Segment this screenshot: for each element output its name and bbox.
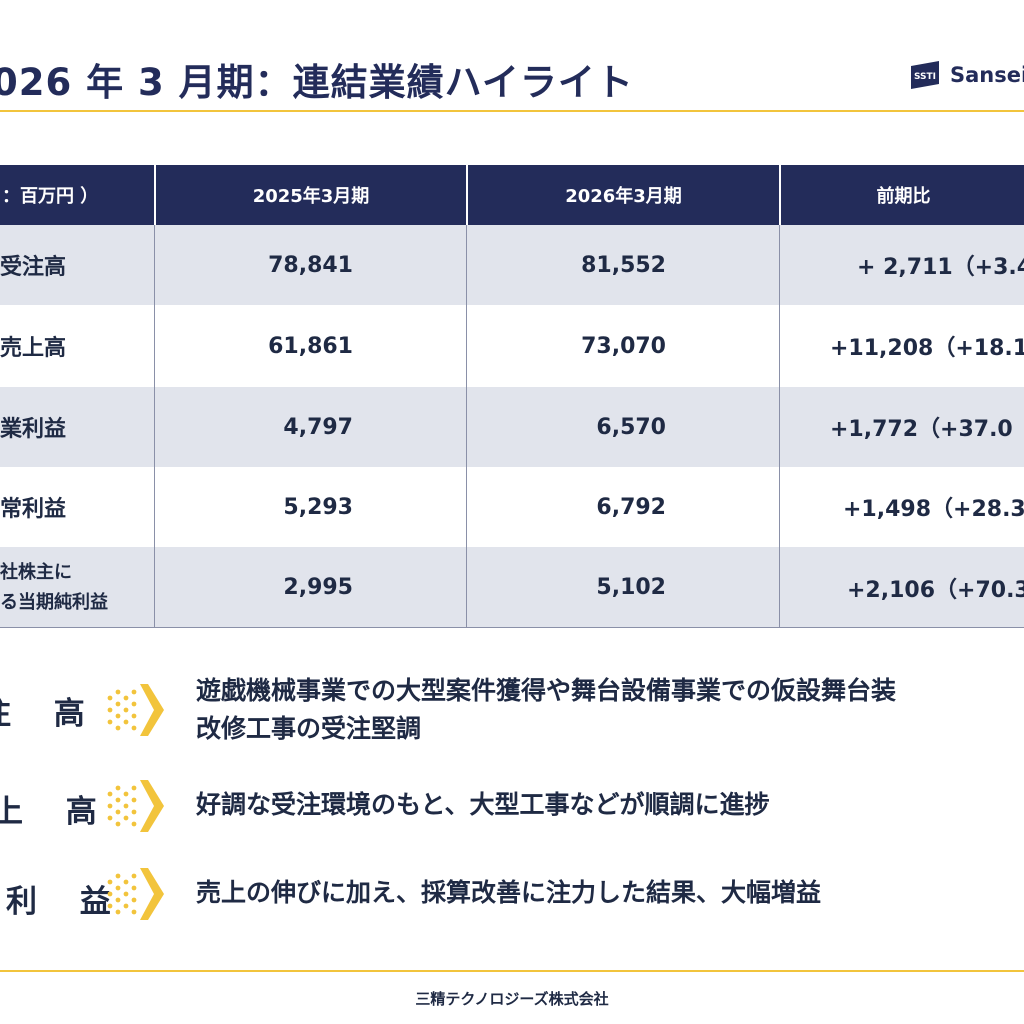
- highlight-text: 好調な受注環境のもと、大型工事などが順調に進捗: [196, 790, 770, 819]
- row-label: 業利益: [0, 417, 67, 442]
- row-change: +2,106（+70.3: [847, 577, 1024, 603]
- row-change: +1,498（+28.3: [843, 497, 1024, 522]
- chevron-right-icon: [107, 684, 164, 736]
- table-row: 業利益 4,797 6,570 +1,772（+37.0: [0, 387, 1024, 467]
- highlight-text: 売上の伸びに加え、採算改善に注力した結果、大幅増益: [196, 878, 822, 907]
- svg-text:SSTI: SSTI: [914, 72, 936, 82]
- table-row: 社株主に る当期純利益 2,995 5,102 +2,106（+70.3: [0, 547, 1024, 628]
- page-title: 026 年 3 月期：連結業績ハイライト: [0, 61, 634, 104]
- header-divider-1: [154, 165, 156, 225]
- row-label: 常利益: [0, 497, 67, 522]
- header-divider-2: [466, 165, 468, 225]
- header-divider: [0, 110, 1024, 112]
- results-table: ：百万円 ） 2025年3月期 2026年3月期 前期比 受注高 78,841 …: [0, 165, 1024, 628]
- row-change: + 2,711（+3.4: [857, 255, 1024, 280]
- header-fy2026: 2026年3月期: [565, 186, 682, 207]
- highlight-profit: 利 益 売上の伸びに加え、採算改善に注力した結果、大幅増益: [0, 864, 1024, 924]
- table-row: 常利益 5,293 6,792 +1,498（+28.3: [0, 467, 1024, 547]
- column-divider: [154, 225, 155, 628]
- row-label: 社株主に る当期純利益: [0, 547, 154, 628]
- row-fy2025: 2,995: [283, 575, 353, 600]
- row-fy2026: 73,070: [581, 333, 666, 359]
- row-change: +11,208（+18.1: [830, 336, 1024, 361]
- highlight-text-line-1: 遊戯機械事業での大型案件獲得や舞台設備事業での仮設舞台装: [196, 676, 897, 705]
- row-fy2026: 5,102: [596, 575, 666, 600]
- highlight-orders: 注 高 遊戯機械事業での大型案件獲得や舞台設備事業での仮設舞台装 改修工事の受注…: [0, 672, 1024, 748]
- header-change: 前期比: [876, 186, 931, 207]
- row-fy2026: 81,552: [581, 252, 666, 278]
- footer-company: 三精テクノロジーズ株式会社: [415, 990, 609, 1008]
- row-label: 売上高: [0, 336, 67, 361]
- row-fy2026: 6,570: [596, 414, 666, 440]
- row-fy2025: 61,861: [268, 333, 353, 359]
- chevron-right-icon: [107, 868, 164, 920]
- row-label-line-2: る当期純利益: [0, 591, 108, 613]
- row-label-line-1: 社株主に: [0, 561, 72, 583]
- company-logo: SSTI Sansei T: [908, 58, 1024, 92]
- table-header-row: ：百万円 ） 2025年3月期 2026年3月期 前期比: [0, 165, 1024, 225]
- header-fy2025: 2025年3月期: [252, 186, 370, 207]
- row-fy2025: 4,797: [283, 414, 353, 440]
- row-label: 受注高: [0, 255, 67, 280]
- highlight-label: 利 益: [6, 884, 127, 920]
- highlight-label: 上 高: [0, 794, 113, 830]
- table-row: 受注高 78,841 81,552 + 2,711（+3.4: [0, 225, 1024, 305]
- footer-divider: [0, 970, 1024, 972]
- row-change: +1,772（+37.0: [830, 417, 1013, 442]
- highlight-sales: 上 高 好調な受注環境のもと、大型工事などが順調に進捗: [0, 776, 1024, 836]
- row-fy2025: 5,293: [283, 494, 353, 520]
- highlight-label: 注 高: [0, 696, 101, 732]
- table-bottom-border: [0, 627, 1024, 628]
- row-fy2026: 6,792: [596, 494, 666, 520]
- table-row: 売上高 61,861 73,070 +11,208（+18.1: [0, 305, 1024, 387]
- highlight-text-line-2: 改修工事の受注堅調: [196, 714, 422, 743]
- header-divider-3: [779, 165, 781, 225]
- logo-text: Sansei T: [950, 63, 1024, 87]
- chevron-right-icon: [107, 780, 164, 832]
- column-divider: [779, 225, 780, 628]
- ssti-logo-icon: SSTI: [911, 61, 939, 89]
- column-divider: [466, 225, 467, 628]
- highlight-text: 遊戯機械事業での大型案件獲得や舞台設備事業での仮設舞台装 改修工事の受注堅調: [196, 672, 896, 748]
- header-unit: ：百万円 ）: [2, 186, 99, 207]
- row-fy2025: 78,841: [268, 252, 353, 278]
